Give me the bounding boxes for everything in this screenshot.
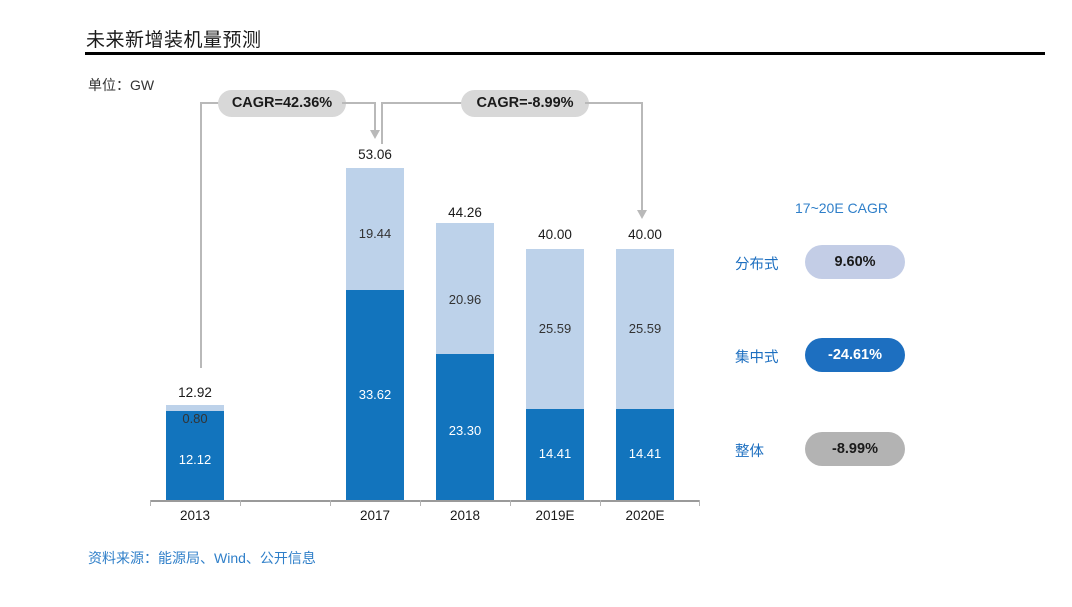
bar-2017[interactable] bbox=[346, 168, 404, 500]
legend-row-overall: 整体 -8.99% bbox=[735, 432, 965, 468]
cagr-connector-left-stem bbox=[200, 102, 202, 368]
x-axis-line bbox=[150, 500, 700, 502]
bar-value-distributed-2017: 19.44 bbox=[358, 226, 392, 241]
x-label-2017: 2017 bbox=[359, 508, 391, 523]
axis-tick bbox=[600, 500, 601, 506]
axis-tick bbox=[150, 500, 151, 506]
x-label-2013: 2013 bbox=[179, 508, 211, 523]
legend-label-distributed: 分布式 bbox=[735, 257, 779, 273]
bar-value-distributed-2013: 0.80 bbox=[182, 411, 208, 426]
x-label-2018: 2018 bbox=[449, 508, 481, 523]
cagr-connector-right-drop bbox=[641, 102, 643, 212]
bar-total-2018: 44.26 bbox=[448, 205, 482, 220]
axis-tick bbox=[510, 500, 511, 506]
bar-segment-centralized-2020e[interactable] bbox=[616, 409, 674, 500]
bar-segment-distributed-2013[interactable] bbox=[166, 405, 224, 411]
title-divider bbox=[85, 52, 1045, 55]
bar-segment-centralized-2013[interactable] bbox=[166, 411, 224, 500]
cagr-connector-left-right bbox=[342, 102, 375, 104]
bar-total-2019e: 40.00 bbox=[538, 227, 572, 242]
bar-segment-centralized-2019e[interactable] bbox=[526, 409, 584, 500]
cagr-connector-right-right bbox=[585, 102, 643, 104]
x-label-2019e: 2019E bbox=[535, 508, 575, 523]
legend-value-centralized: -24.61% bbox=[805, 338, 905, 372]
bar-2020e[interactable] bbox=[616, 249, 674, 500]
bar-segment-distributed-2020e[interactable] bbox=[616, 249, 674, 409]
page-title: 未来新增装机量预测 bbox=[86, 30, 262, 51]
cagr-badge-2017-2020e: CAGR=-8.99% bbox=[461, 90, 589, 117]
bar-2013[interactable] bbox=[166, 405, 224, 500]
axis-tick bbox=[240, 500, 241, 506]
bar-segment-distributed-2018[interactable] bbox=[436, 223, 494, 354]
cagr-arrow-left bbox=[370, 130, 380, 139]
axis-tick bbox=[699, 500, 700, 506]
bar-segment-centralized-2017[interactable] bbox=[346, 290, 404, 500]
x-label-2020e: 2020E bbox=[625, 508, 665, 523]
cagr-connector-right-stem bbox=[381, 102, 383, 144]
axis-tick bbox=[420, 500, 421, 506]
bar-value-centralized-2018: 23.30 bbox=[448, 423, 482, 438]
bar-value-distributed-2018: 20.96 bbox=[448, 292, 482, 307]
legend-label-centralized: 集中式 bbox=[735, 350, 779, 366]
bar-total-2020e: 40.00 bbox=[628, 227, 662, 242]
bar-total-2013: 12.92 bbox=[178, 385, 212, 400]
bar-2019e[interactable] bbox=[526, 249, 584, 500]
legend-label-overall: 整体 bbox=[735, 444, 764, 460]
cagr-connector-left-top bbox=[200, 102, 228, 104]
legend-value-distributed: 9.60% bbox=[805, 245, 905, 279]
bar-2018[interactable] bbox=[436, 223, 494, 500]
cagr-connector-right-left bbox=[381, 102, 466, 104]
source-note: 资料来源：能源局、Wind、公开信息 bbox=[88, 550, 316, 566]
bar-value-distributed-2019e: 25.59 bbox=[538, 321, 572, 336]
bar-segment-distributed-2017[interactable] bbox=[346, 168, 404, 290]
cagr-badge-2013-2017: CAGR=42.36% bbox=[218, 90, 346, 117]
bar-value-centralized-2019e: 14.41 bbox=[538, 446, 572, 461]
axis-tick bbox=[330, 500, 331, 506]
bar-segment-centralized-2018[interactable] bbox=[436, 354, 494, 500]
bar-total-2017: 53.06 bbox=[358, 147, 392, 162]
legend-row-distributed: 分布式 9.60% bbox=[735, 245, 965, 281]
bar-value-centralized-2020e: 14.41 bbox=[628, 446, 662, 461]
legend-value-overall: -8.99% bbox=[805, 432, 905, 466]
bar-value-centralized-2017: 33.62 bbox=[358, 387, 392, 402]
bar-value-distributed-2020e: 25.59 bbox=[628, 321, 662, 336]
legend-row-centralized: 集中式 -24.61% bbox=[735, 338, 965, 374]
cagr-arrow-right bbox=[637, 210, 647, 219]
bar-segment-distributed-2019e[interactable] bbox=[526, 249, 584, 409]
cagr-connector-left-drop bbox=[374, 102, 376, 132]
bar-value-centralized-2013: 12.12 bbox=[178, 452, 212, 467]
unit-label: 单位：GW bbox=[88, 77, 155, 93]
legend-title: 17~20E CAGR bbox=[795, 200, 888, 216]
